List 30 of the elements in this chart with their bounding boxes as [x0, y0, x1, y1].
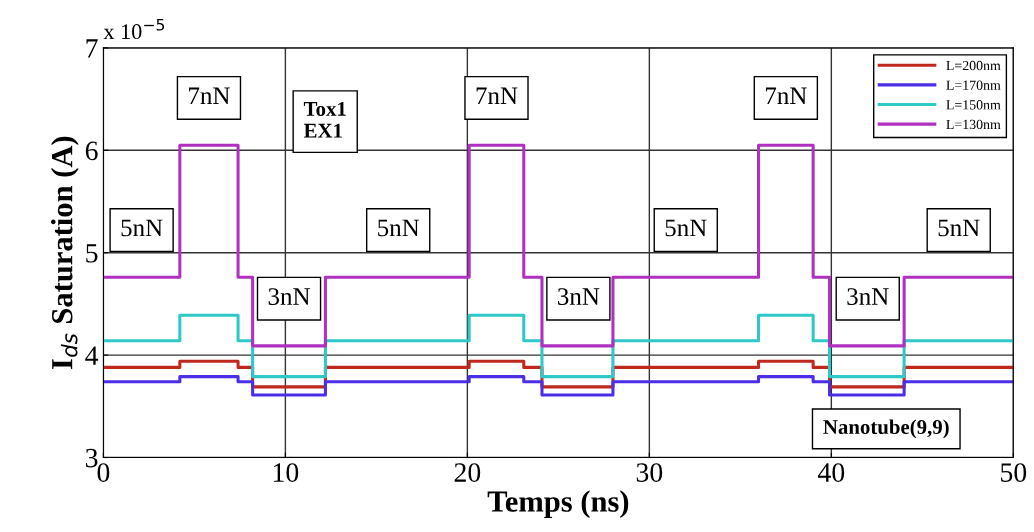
y-tick-label: 3 — [85, 448, 98, 468]
annotation: 3nN — [558, 288, 600, 305]
x-tick-label: 40 — [817, 463, 845, 482]
annotation: 7nN — [765, 87, 807, 104]
x-tick-label: 30 — [636, 463, 663, 482]
annotation: 7nN — [476, 87, 518, 104]
x-axis-title: Temps (ns) — [487, 490, 629, 519]
annotation: 3nN — [847, 288, 889, 305]
annotation: 7nN — [189, 87, 230, 104]
annotation: 5nN — [938, 219, 980, 237]
annotation: 5nN — [121, 219, 163, 237]
legend-label: L=200nm — [946, 60, 1001, 71]
annotation: 5nN — [665, 219, 707, 237]
y-tick-label: 7 — [86, 39, 98, 58]
y-tick-label: 6 — [85, 141, 98, 161]
y-tick-label: 5 — [86, 244, 98, 263]
x-tick-label: 10 — [273, 463, 299, 482]
x-tick-label: 50 — [1001, 463, 1027, 482]
text: x 10$^{−5}$ — [103, 19, 165, 40]
legend-label: L=130nm — [946, 119, 1001, 130]
x-tick-label: 20 — [454, 463, 481, 482]
legend-label: L=150nm — [946, 100, 1001, 110]
annotation: Nanotube(9,9) — [823, 419, 949, 439]
annotation: 3nN — [268, 288, 310, 305]
y-tick-label: 4 — [85, 346, 99, 365]
annotation: 5nN — [378, 219, 420, 237]
annotation: Tox1 EX1 — [303, 101, 346, 138]
x-tick-label: 0 — [97, 463, 110, 482]
legend-label: L=170nm — [946, 80, 1001, 90]
y-axis-title: I$_{ds}$ Saturation (A) — [50, 136, 79, 369]
